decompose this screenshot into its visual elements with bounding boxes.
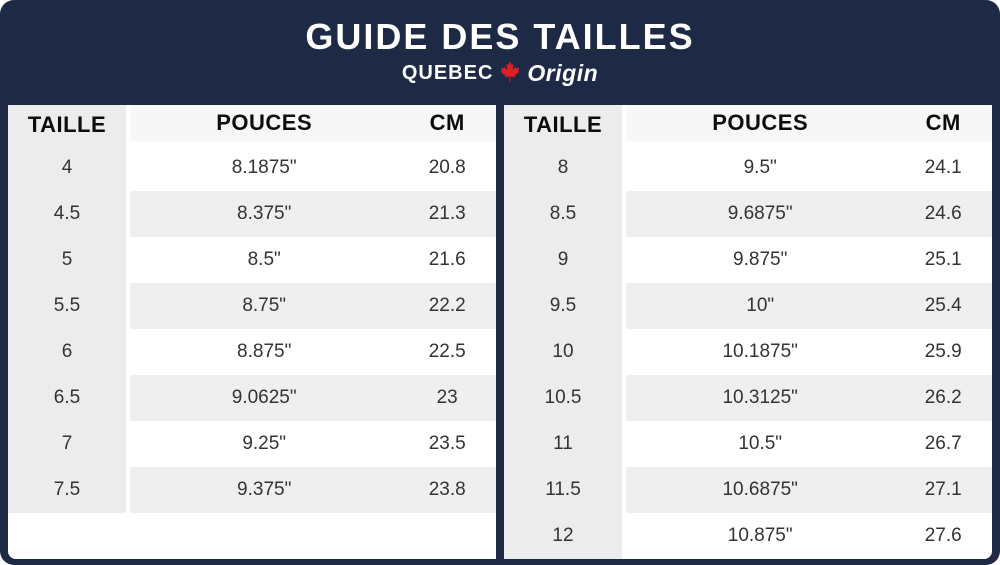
brand-logo: QUEBEC Origin	[402, 60, 598, 87]
size-table-right: TAILLE POUCES CM 8 9.5" 24.1 8.5 9.6875"…	[504, 105, 992, 559]
table-row: 11.5 10.6875" 27.1	[504, 467, 992, 513]
inches-cell: 10.1875"	[626, 329, 895, 375]
inches-cell: 9.875"	[626, 237, 895, 283]
table-row: 7 9.25" 23.5	[8, 421, 496, 467]
size-cell: 10	[504, 329, 626, 375]
table-header-row: TAILLE POUCES CM	[8, 105, 496, 145]
column-header-pouces: POUCES	[626, 105, 895, 145]
table-row: 6 8.875" 22.5	[8, 329, 496, 375]
size-cell: 4	[8, 145, 130, 191]
cm-cell: 23	[398, 375, 496, 421]
column-header-taille: TAILLE	[8, 105, 130, 145]
page-title: GUIDE DES TAILLES	[305, 16, 695, 58]
inches-cell: 9.6875"	[626, 191, 895, 237]
size-cell: 5	[8, 237, 130, 283]
size-cell: 8	[504, 145, 626, 191]
cm-cell: 26.7	[894, 421, 992, 467]
size-cell: 7.5	[8, 467, 130, 513]
table-divider	[496, 105, 504, 559]
table-row: 5 8.5" 21.6	[8, 237, 496, 283]
cm-cell: 21.6	[398, 237, 496, 283]
size-cell: 4.5	[8, 191, 130, 237]
table-row: 4.5 8.375" 21.3	[8, 191, 496, 237]
table-filler	[8, 513, 496, 559]
cm-cell: 23.5	[398, 421, 496, 467]
cm-cell: 23.8	[398, 467, 496, 513]
cm-cell: 21.3	[398, 191, 496, 237]
table-row: 7.5 9.375" 23.8	[8, 467, 496, 513]
inches-cell: 8.75"	[130, 283, 399, 329]
table-row: 10 10.1875" 25.9	[504, 329, 992, 375]
inches-cell: 10.875"	[626, 513, 895, 559]
table-row: 10.5 10.3125" 26.2	[504, 375, 992, 421]
cm-cell: 27.6	[894, 513, 992, 559]
size-cell: 9	[504, 237, 626, 283]
table-row: 8 9.5" 24.1	[504, 145, 992, 191]
tables-panel: TAILLE POUCES CM 4 8.1875" 20.8 4.5 8.37…	[8, 105, 992, 559]
size-cell: 12	[504, 513, 626, 559]
column-header-pouces: POUCES	[130, 105, 399, 145]
table-row: 12 10.875" 27.6	[504, 513, 992, 559]
inches-cell: 8.875"	[130, 329, 399, 375]
size-cell: 5.5	[8, 283, 130, 329]
inches-cell: 9.5"	[626, 145, 895, 191]
inches-cell: 10"	[626, 283, 895, 329]
cm-cell: 25.1	[894, 237, 992, 283]
cm-cell: 22.5	[398, 329, 496, 375]
size-table-left: TAILLE POUCES CM 4 8.1875" 20.8 4.5 8.37…	[8, 105, 496, 559]
inches-cell: 8.5"	[130, 237, 399, 283]
cm-cell: 27.1	[894, 467, 992, 513]
cm-cell: 22.2	[398, 283, 496, 329]
brand-suffix: Origin	[527, 59, 599, 86]
cm-cell: 20.8	[398, 145, 496, 191]
table-row: 6.5 9.0625" 23	[8, 375, 496, 421]
table-row: 9.5 10" 25.4	[504, 283, 992, 329]
table-row: 8.5 9.6875" 24.6	[504, 191, 992, 237]
inches-cell: 8.375"	[130, 191, 399, 237]
table-header-row: TAILLE POUCES CM	[504, 105, 992, 145]
inches-cell: 10.5"	[626, 421, 895, 467]
size-cell: 11	[504, 421, 626, 467]
cm-cell: 25.9	[894, 329, 992, 375]
inches-cell: 10.6875"	[626, 467, 895, 513]
table-row: 4 8.1875" 20.8	[8, 145, 496, 191]
card-header: GUIDE DES TAILLES QUEBEC Origin	[8, 0, 992, 105]
inches-cell: 9.25"	[130, 421, 399, 467]
column-header-cm: CM	[894, 105, 992, 145]
size-cell: 10.5	[504, 375, 626, 421]
column-header-cm: CM	[398, 105, 496, 145]
column-header-taille: TAILLE	[504, 105, 626, 145]
cm-cell: 24.1	[894, 145, 992, 191]
brand-name: QUEBEC	[401, 61, 494, 84]
cm-cell: 26.2	[894, 375, 992, 421]
cm-cell: 25.4	[894, 283, 992, 329]
size-cell: 11.5	[504, 467, 626, 513]
inches-cell: 9.375"	[130, 467, 399, 513]
size-cell: 8.5	[504, 191, 626, 237]
inches-cell: 9.0625"	[130, 375, 399, 421]
size-cell: 6	[8, 329, 130, 375]
table-row: 11 10.5" 26.7	[504, 421, 992, 467]
table-row: 5.5 8.75" 22.2	[8, 283, 496, 329]
inches-cell: 10.3125"	[626, 375, 895, 421]
table-row: 9 9.875" 25.1	[504, 237, 992, 283]
size-cell: 6.5	[8, 375, 130, 421]
cm-cell: 24.6	[894, 191, 992, 237]
size-cell: 7	[8, 421, 130, 467]
inches-cell: 8.1875"	[130, 145, 399, 191]
size-cell: 9.5	[504, 283, 626, 329]
maple-leaf-icon	[498, 61, 522, 85]
